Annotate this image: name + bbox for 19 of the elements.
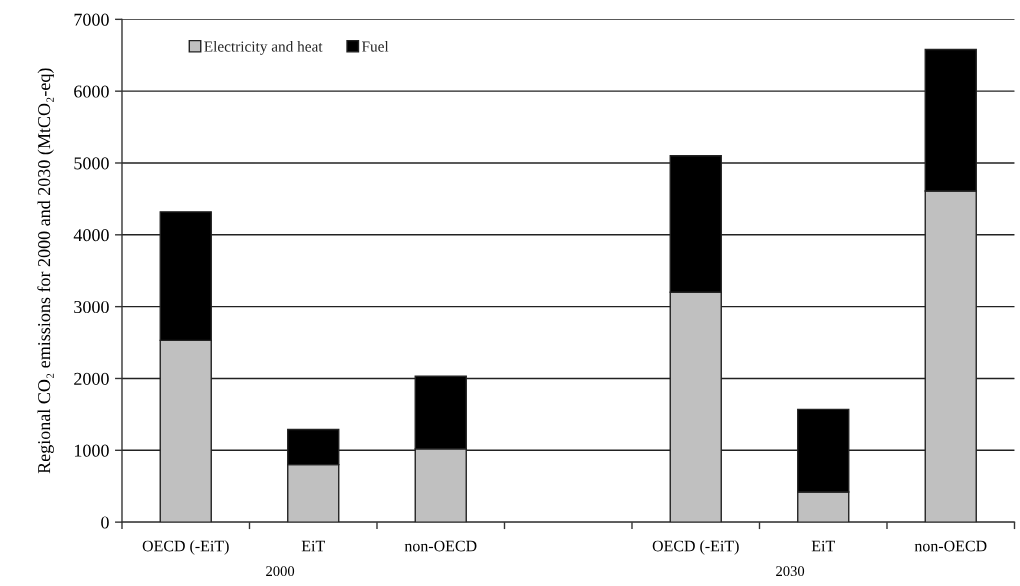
x-tick-label: OECD (-EiT) bbox=[652, 540, 739, 555]
x-tick-label: non-OECD bbox=[914, 540, 987, 552]
y-tick-label: 2000 bbox=[74, 372, 109, 385]
x-tick-label: EiT bbox=[301, 540, 325, 552]
legend-label: Fuel bbox=[361, 40, 389, 52]
y-tick-label: 4000 bbox=[73, 229, 109, 242]
y-tick-label: 5000 bbox=[74, 157, 109, 170]
y-tick-label: 6000 bbox=[74, 85, 109, 98]
y-tick-label: 1000 bbox=[74, 444, 109, 457]
legend-label: Electricity and heat bbox=[204, 40, 323, 55]
text: 2030 bbox=[776, 566, 805, 577]
y-tick-label: 0 bbox=[101, 516, 109, 529]
x-tick-label: non-OECD bbox=[404, 540, 477, 552]
y-axis-title: Regional CO₂ emissions for 2000 and 2030 (MtCO₂-eq) bbox=[37, 68, 54, 474]
text: 2000 bbox=[266, 566, 295, 577]
y-tick-label: 3000 bbox=[74, 300, 109, 314]
y-tick-label: 7000 bbox=[74, 13, 109, 26]
x-tick-label: EiT bbox=[811, 540, 835, 552]
x-tick-label: OECD (-EiT) bbox=[142, 540, 229, 555]
